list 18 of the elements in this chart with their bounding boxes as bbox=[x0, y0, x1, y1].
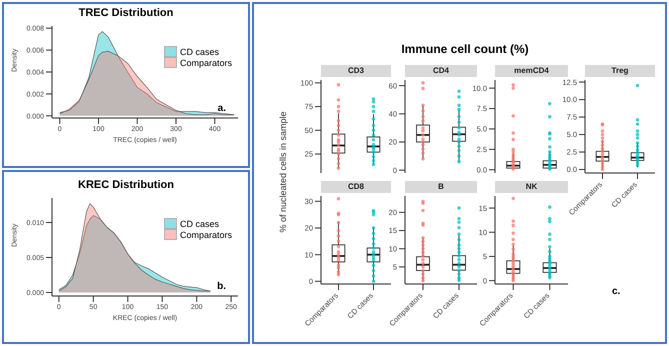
chart-title: CD4 bbox=[405, 65, 477, 77]
annotation: b. bbox=[217, 281, 226, 292]
legend-label: CD cases bbox=[180, 218, 219, 228]
chart-title: CD3 bbox=[321, 65, 391, 77]
chart-title: B bbox=[405, 181, 477, 193]
chart-title: memCD4 bbox=[495, 65, 568, 77]
legend-label: Comparators bbox=[180, 58, 232, 68]
chart-title: CD8 bbox=[321, 181, 391, 193]
text: c. bbox=[612, 286, 620, 297]
legend-label: CD cases bbox=[180, 46, 219, 56]
chart-title: Treg bbox=[585, 65, 655, 77]
text: % of nucleated cells in sample bbox=[278, 111, 288, 233]
chart-title: TREC Distribution bbox=[78, 6, 174, 21]
chart-title: NK bbox=[495, 181, 568, 193]
legend-label: Comparators bbox=[180, 230, 232, 240]
chart-title: KREC Distribution bbox=[77, 178, 175, 193]
annotation: a. bbox=[218, 103, 226, 114]
text: Immune cell count (%) bbox=[400, 42, 530, 56]
